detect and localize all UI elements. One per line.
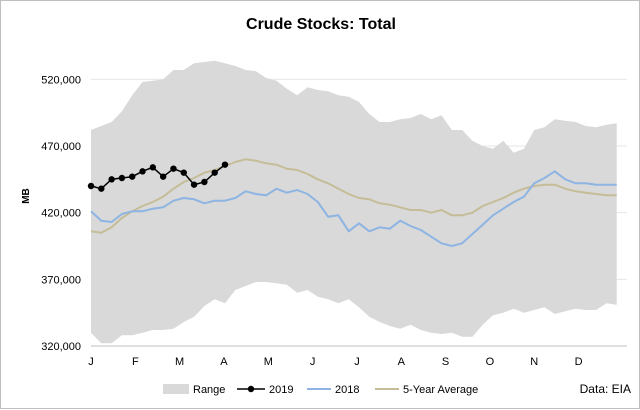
data-point-2019: [170, 165, 177, 172]
x-tick-label: F: [132, 356, 139, 368]
data-point-2019: [108, 176, 115, 183]
x-tick-label: M: [175, 356, 184, 368]
data-point-2019: [159, 173, 167, 180]
series-2019-points: [87, 161, 229, 192]
x-tick-label: D: [575, 356, 583, 368]
data-point-2019: [139, 168, 146, 175]
x-tick-label: M: [264, 356, 273, 368]
data-point-2019: [211, 169, 218, 176]
legend-label-2019: 2019: [269, 384, 293, 396]
x-tick-label: J: [88, 356, 94, 368]
y-tick-label: 370,000: [41, 274, 81, 286]
data-point-2019: [180, 169, 187, 176]
x-tick-label: J: [310, 356, 316, 368]
data-point-2019: [149, 164, 157, 171]
y-axis-label: MB: [21, 188, 32, 204]
source-note: Data: EIA: [580, 382, 631, 396]
data-point-2019: [98, 185, 105, 192]
y-tick-label: 420,000: [41, 208, 81, 220]
legend-swatch-range: [163, 384, 189, 394]
chart-title: Crude Stocks: Total: [246, 16, 396, 33]
x-tick-label: S: [442, 356, 449, 368]
range-band: [91, 60, 617, 344]
legend: Range 2019 2018 5-Year Average: [163, 384, 478, 396]
x-tick-label: J: [354, 356, 360, 368]
data-point-2019: [201, 178, 208, 186]
data-point-2019: [190, 181, 198, 188]
x-tick-label: N: [530, 356, 538, 368]
x-tick-label: O: [486, 356, 495, 368]
x-tick-label: A: [220, 356, 228, 368]
data-point-2019: [221, 161, 229, 168]
y-tick-labels: 320,000 370,000 420,000 470,000 520,000: [41, 74, 81, 353]
legend-label-range: Range: [193, 384, 225, 396]
y-tick-label: 520,000: [41, 74, 81, 86]
x-tick-label: A: [398, 356, 406, 368]
data-point-2019: [87, 182, 95, 190]
y-tick-label: 470,000: [41, 141, 81, 153]
legend-label-2018: 2018: [335, 384, 359, 396]
y-tick-label: 320,000: [41, 341, 81, 353]
data-point-2019: [118, 174, 126, 182]
range-area: [91, 60, 617, 344]
series-line-2018: [90, 170, 617, 247]
series-line-5-year-average: [90, 158, 617, 234]
legend-marker-2019: [247, 385, 255, 393]
data-point-2019: [129, 173, 136, 180]
legend-label-5-year-average: 5-Year Average: [403, 384, 478, 396]
